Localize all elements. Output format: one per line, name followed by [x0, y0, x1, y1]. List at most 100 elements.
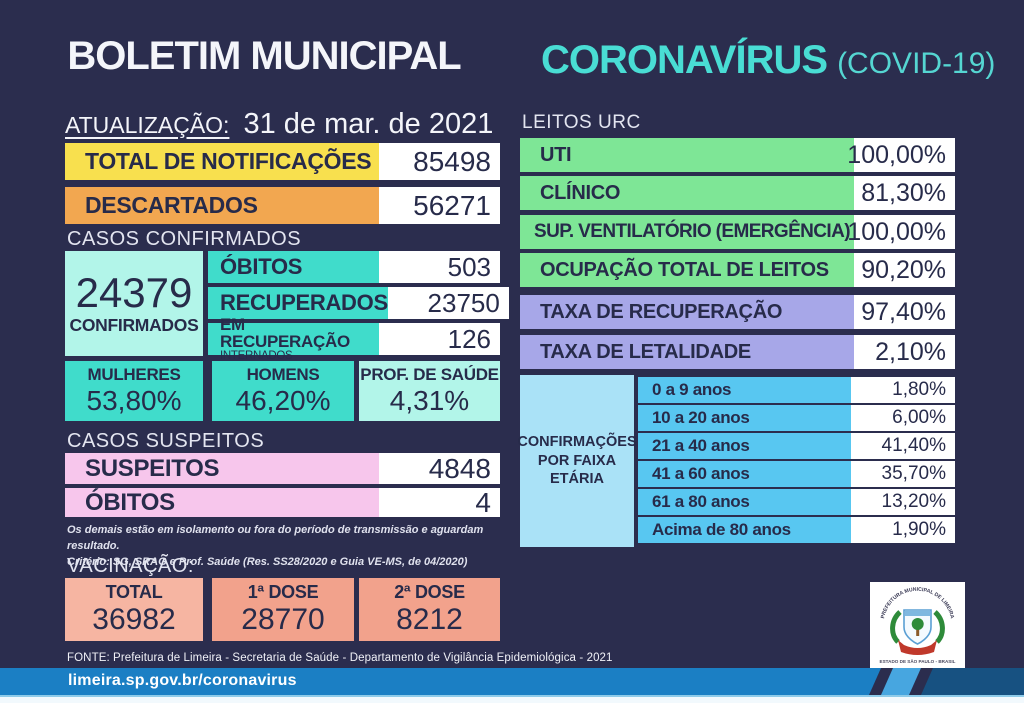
bed-row-clinico: CLÍNICO 81,30% — [520, 176, 955, 210]
breakdown-box-prof-saude: PROF. DE SAÚDE 4,31% — [359, 361, 500, 421]
brand-coronavirus: CORONAVÍRUS — [541, 38, 828, 82]
footer-url-link[interactable]: limeira.sp.gov.br/coronavirus — [68, 672, 297, 689]
stat-bar-total-notificacoes: TOTAL DE NOTIFICAÇÕES 85498 — [65, 143, 500, 180]
row-label: Acima de 80 anos — [638, 517, 851, 543]
vaccine-value: 36982 — [92, 602, 176, 636]
confirmed-row-obitos: ÓBITOS 503 — [208, 251, 500, 283]
crest-tree-crown — [911, 618, 924, 630]
confirmed-row-em-recuperacao: EM RECUPERAÇÃO INTERNADOS 126 — [208, 316, 500, 362]
section-label-casos-suspeitos: CASOS SUSPEITOS — [67, 430, 265, 452]
brand-title: CORONAVÍRUS (COVID-19) — [541, 38, 995, 83]
crest-chief-band — [905, 611, 930, 616]
row-value: 81,30% — [854, 176, 955, 210]
row-label: 10 a 20 anos — [638, 405, 851, 431]
breakdown-value: 46,20% — [235, 384, 331, 416]
update-date: 31 de mar. de 2021 — [243, 108, 494, 140]
row-label: SUP. VENTILATÓRIO (EMERGÊNCIA) — [520, 215, 854, 249]
vaccine-value: 8212 — [396, 602, 463, 636]
confirmed-total-value: 24379 — [75, 268, 193, 316]
row-label: 61 a 80 anos — [638, 489, 851, 515]
row-label: SUSPEITOS — [65, 453, 379, 484]
age-row-acima-80: Acima de 80 anos 1,90% — [638, 517, 955, 543]
breakdown-label: MULHERES — [87, 364, 181, 384]
row-label-line1: EM RECUPERAÇÃO — [220, 314, 350, 351]
row-label: 21 a 40 anos — [638, 433, 851, 459]
row-label: UTI — [520, 138, 854, 172]
breakdown-value: 53,80% — [86, 384, 182, 416]
row-value: 6,00% — [851, 405, 955, 431]
breakdown-box-mulheres: MULHERES 53,80% — [65, 361, 203, 421]
stat-bar-descartados: DESCARTADOS 56271 — [65, 187, 500, 224]
source-line: FONTE: Prefeitura de Limeira - Secretari… — [67, 652, 613, 664]
row-label: TAXA DE LETALIDADE — [520, 335, 854, 369]
row-label-line2: INTERNADOS — [220, 349, 293, 362]
stat-value: 56271 — [379, 187, 500, 224]
confirmed-row-recuperados: RECUPERADOS 23750 — [208, 287, 509, 319]
bed-row-sup-ventilatorio: SUP. VENTILATÓRIO (EMERGÊNCIA) 100,00% — [520, 215, 955, 249]
city-crest-icon: PREFEITURA MUNICIPAL DE LIMEIRA ESTADO D… — [880, 587, 956, 664]
page-title: BOLETIM MUNICIPAL — [67, 34, 461, 78]
suspected-row-suspeitos: SUSPEITOS 4848 — [65, 453, 500, 484]
vaccine-value: 28770 — [241, 602, 325, 636]
update-row: ATUALIZAÇÃO: 31 de mar. de 2021 — [65, 108, 493, 141]
row-label: RECUPERADOS — [208, 287, 388, 319]
row-value: 503 — [379, 251, 500, 283]
vaccine-label: 2ª DOSE — [394, 581, 465, 602]
vaccine-label: TOTAL — [105, 581, 163, 602]
row-value: 90,20% — [854, 253, 955, 287]
age-table-header: CONFIRMAÇÕES POR FAIXA ETÁRIA — [517, 375, 637, 547]
age-row-61-80: 61 a 80 anos 13,20% — [638, 489, 955, 515]
footer-bar-main — [0, 668, 881, 695]
vaccine-box-dose2: 2ª DOSE 8212 — [359, 578, 500, 641]
confirmed-total-box: 24379 CONFIRMADOS — [65, 251, 203, 356]
crest-tree-trunk — [916, 628, 920, 636]
crest-caption: ESTADO DE SÃO PAULO - BRASIL — [880, 658, 956, 664]
row-value: 97,40% — [854, 295, 955, 329]
age-row-21-40: 21 a 40 anos 41,40% — [638, 433, 955, 459]
row-value: 1,80% — [851, 377, 955, 403]
bottom-strip — [0, 695, 1024, 703]
footer-bar-accent — [881, 668, 921, 695]
row-label: TAXA DE RECUPERAÇÃO — [520, 295, 854, 329]
age-row-41-60: 41 a 60 anos 35,70% — [638, 461, 955, 487]
stat-label: TOTAL DE NOTIFICAÇÕES — [65, 143, 379, 180]
row-value: 126 — [379, 323, 500, 355]
breakdown-box-homens: HOMENS 46,20% — [212, 361, 354, 421]
crest-branch-left — [890, 610, 902, 644]
breakdown-label: HOMENS — [246, 364, 320, 384]
row-label: EM RECUPERAÇÃO INTERNADOS — [208, 316, 379, 362]
rate-row-letalidade: TAXA DE LETALIDADE 2,10% — [520, 335, 955, 369]
confirmed-total-caption: CONFIRMADOS — [69, 315, 199, 336]
brand-covid19: (COVID-19) — [837, 47, 996, 80]
footer-bar-dark — [921, 668, 1024, 695]
vaccine-box-dose1: 1ª DOSE 28770 — [212, 578, 354, 641]
row-value: 2,10% — [854, 335, 955, 369]
row-value: 41,40% — [851, 433, 955, 459]
city-logo: PREFEITURA MUNICIPAL DE LIMEIRA ESTADO D… — [870, 582, 965, 668]
row-label: OCUPAÇÃO TOTAL DE LEITOS — [520, 253, 854, 287]
footer-bar — [0, 668, 1024, 695]
stat-label: DESCARTADOS — [65, 187, 379, 224]
section-label-leitos-urc: LEITOS URC — [522, 112, 641, 133]
row-value: 100,00% — [847, 138, 955, 172]
crest-branch-right — [933, 610, 945, 644]
age-row-10-20: 10 a 20 anos 6,00% — [638, 405, 955, 431]
bed-row-uti: UTI 100,00% — [520, 138, 955, 172]
crest-ribbon — [898, 640, 937, 655]
row-value: 23750 — [387, 287, 509, 319]
vaccine-box-total: TOTAL 36982 — [65, 578, 203, 641]
row-label: 41 a 60 anos — [638, 461, 851, 487]
rate-row-recuperacao: TAXA DE RECUPERAÇÃO 97,40% — [520, 295, 955, 329]
suspected-note-line1: Os demais estão em isolamento ou fora do… — [67, 524, 484, 552]
row-label: ÓBITOS — [65, 488, 379, 517]
update-label: ATUALIZAÇÃO: — [65, 112, 230, 138]
vaccine-label: 1ª DOSE — [247, 581, 319, 602]
row-value: 100,00% — [847, 215, 955, 249]
row-value: 4848 — [379, 453, 500, 484]
stat-value: 85498 — [379, 143, 500, 180]
suspected-note: Os demais estão em isolamento ou fora do… — [67, 523, 537, 571]
breakdown-value: 4,31% — [389, 384, 470, 416]
section-label-vacinacao: VACINAÇÃO: — [67, 555, 194, 577]
row-label: 0 a 9 anos — [638, 377, 851, 403]
